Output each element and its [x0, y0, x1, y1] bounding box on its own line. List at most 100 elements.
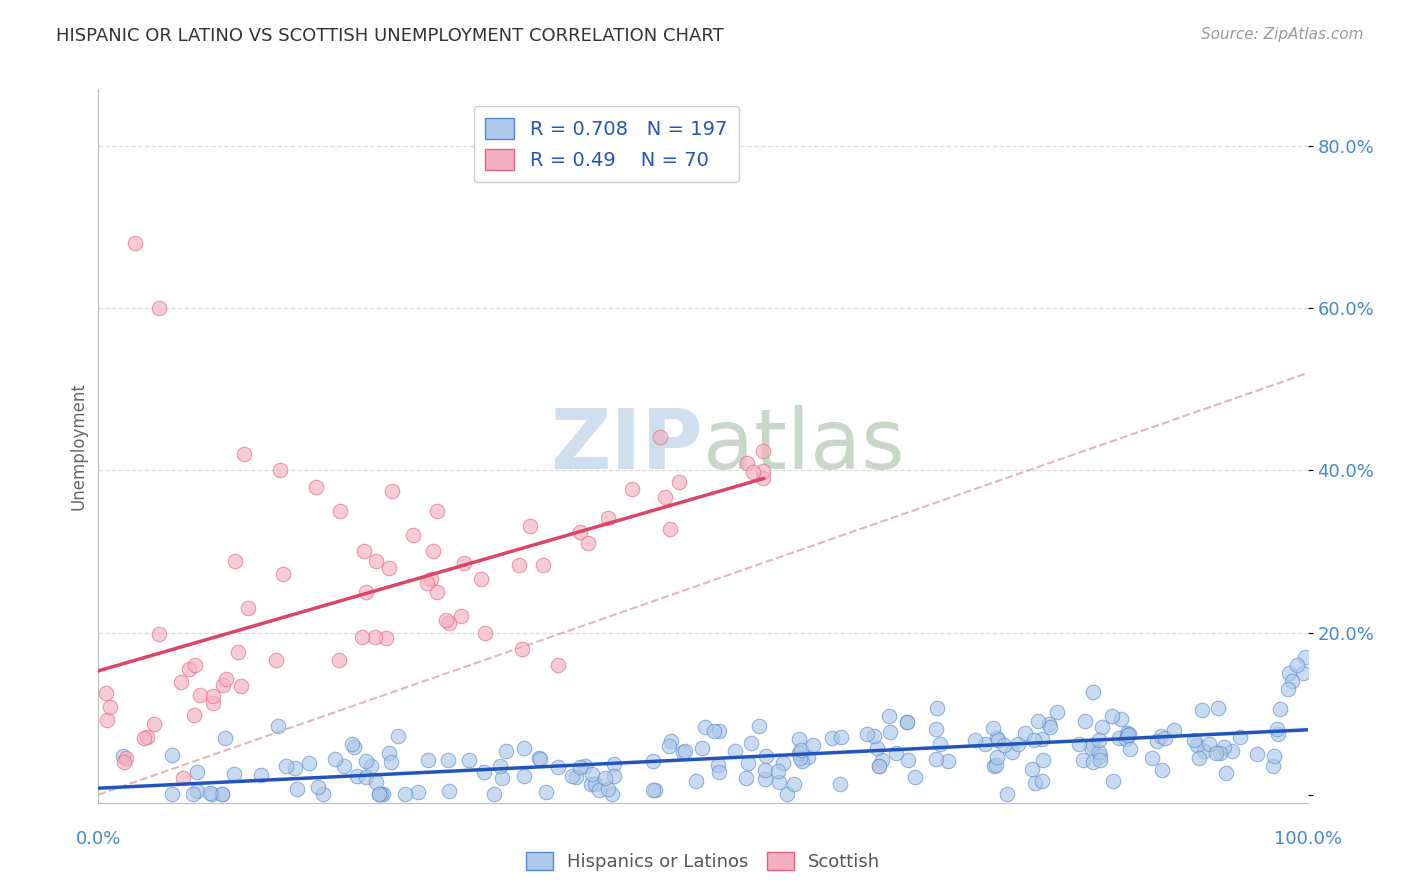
Point	[420, 572, 443, 586]
Point	[340, 737, 363, 751]
Point	[183, 708, 205, 723]
Point	[276, 759, 298, 773]
Point	[1038, 717, 1060, 731]
Point	[353, 544, 375, 558]
Point	[98, 700, 121, 714]
Point	[352, 630, 374, 644]
Point	[1081, 685, 1104, 699]
Point	[450, 609, 472, 624]
Point	[995, 787, 1018, 801]
Point	[346, 769, 368, 783]
Point	[1191, 703, 1213, 717]
Text: 100.0%: 100.0%	[1274, 830, 1341, 848]
Point	[925, 752, 948, 766]
Point	[724, 743, 747, 757]
Point	[1091, 720, 1114, 734]
Point	[603, 769, 626, 783]
Point	[236, 601, 259, 615]
Point	[1081, 756, 1104, 770]
Point	[986, 750, 1008, 764]
Point	[148, 626, 170, 640]
Point	[789, 732, 811, 747]
Point	[422, 544, 444, 558]
Point	[830, 777, 852, 791]
Point	[333, 759, 356, 773]
Point	[1046, 706, 1069, 720]
Point	[1229, 730, 1251, 744]
Point	[707, 764, 730, 779]
Point	[737, 756, 759, 770]
Point	[434, 613, 457, 627]
Point	[112, 756, 135, 770]
Point	[668, 475, 690, 489]
Point	[1024, 776, 1046, 790]
Point	[1213, 740, 1236, 755]
Point	[1067, 737, 1090, 751]
Point	[752, 444, 775, 458]
Point	[927, 701, 949, 715]
Point	[896, 715, 918, 730]
Point	[986, 758, 1008, 772]
Point	[658, 739, 681, 753]
Point	[766, 764, 789, 778]
Point	[1031, 774, 1053, 789]
Point	[703, 724, 725, 739]
Point	[659, 734, 682, 748]
Point	[574, 759, 596, 773]
Point	[231, 679, 253, 693]
Point	[495, 744, 517, 758]
Point	[1267, 726, 1289, 740]
Point	[1119, 741, 1142, 756]
Point	[855, 727, 877, 741]
Point	[474, 765, 496, 780]
Point	[283, 761, 305, 775]
Point	[232, 447, 254, 461]
Point	[271, 567, 294, 582]
Point	[489, 759, 512, 773]
Point	[879, 724, 901, 739]
Point	[186, 765, 208, 780]
Point	[1292, 666, 1315, 681]
Point	[1115, 732, 1137, 747]
Point	[1031, 732, 1053, 747]
Point	[870, 753, 893, 767]
Point	[673, 744, 696, 758]
Point	[1032, 753, 1054, 767]
Point	[789, 746, 811, 760]
Point	[981, 721, 1004, 735]
Point	[776, 787, 799, 801]
Point	[519, 518, 541, 533]
Point	[1115, 726, 1137, 740]
Point	[603, 757, 626, 772]
Point	[437, 753, 460, 767]
Point	[510, 641, 533, 656]
Point	[512, 768, 534, 782]
Point	[266, 653, 288, 667]
Legend: R = 0.708   N = 197, R = 0.49    N = 70: R = 0.708 N = 197, R = 0.49 N = 70	[474, 106, 740, 181]
Point	[602, 787, 624, 801]
Y-axis label: Unemployment: Unemployment	[69, 382, 87, 510]
Point	[1263, 758, 1285, 772]
Point	[364, 554, 387, 568]
Point	[172, 772, 194, 786]
Point	[643, 783, 665, 797]
Point	[474, 625, 496, 640]
Point	[654, 490, 676, 504]
Point	[748, 719, 770, 733]
Point	[162, 787, 184, 801]
Point	[1080, 739, 1102, 754]
Point	[576, 536, 599, 550]
Point	[1039, 720, 1062, 734]
Point	[1154, 731, 1177, 746]
Point	[1268, 702, 1291, 716]
Point	[1108, 731, 1130, 745]
Point	[1215, 766, 1237, 780]
Point	[598, 510, 620, 524]
Point	[1087, 733, 1109, 747]
Point	[1198, 737, 1220, 751]
Point	[782, 776, 804, 790]
Point	[1088, 745, 1111, 759]
Point	[343, 739, 366, 754]
Point	[148, 301, 170, 315]
Point	[1109, 712, 1132, 726]
